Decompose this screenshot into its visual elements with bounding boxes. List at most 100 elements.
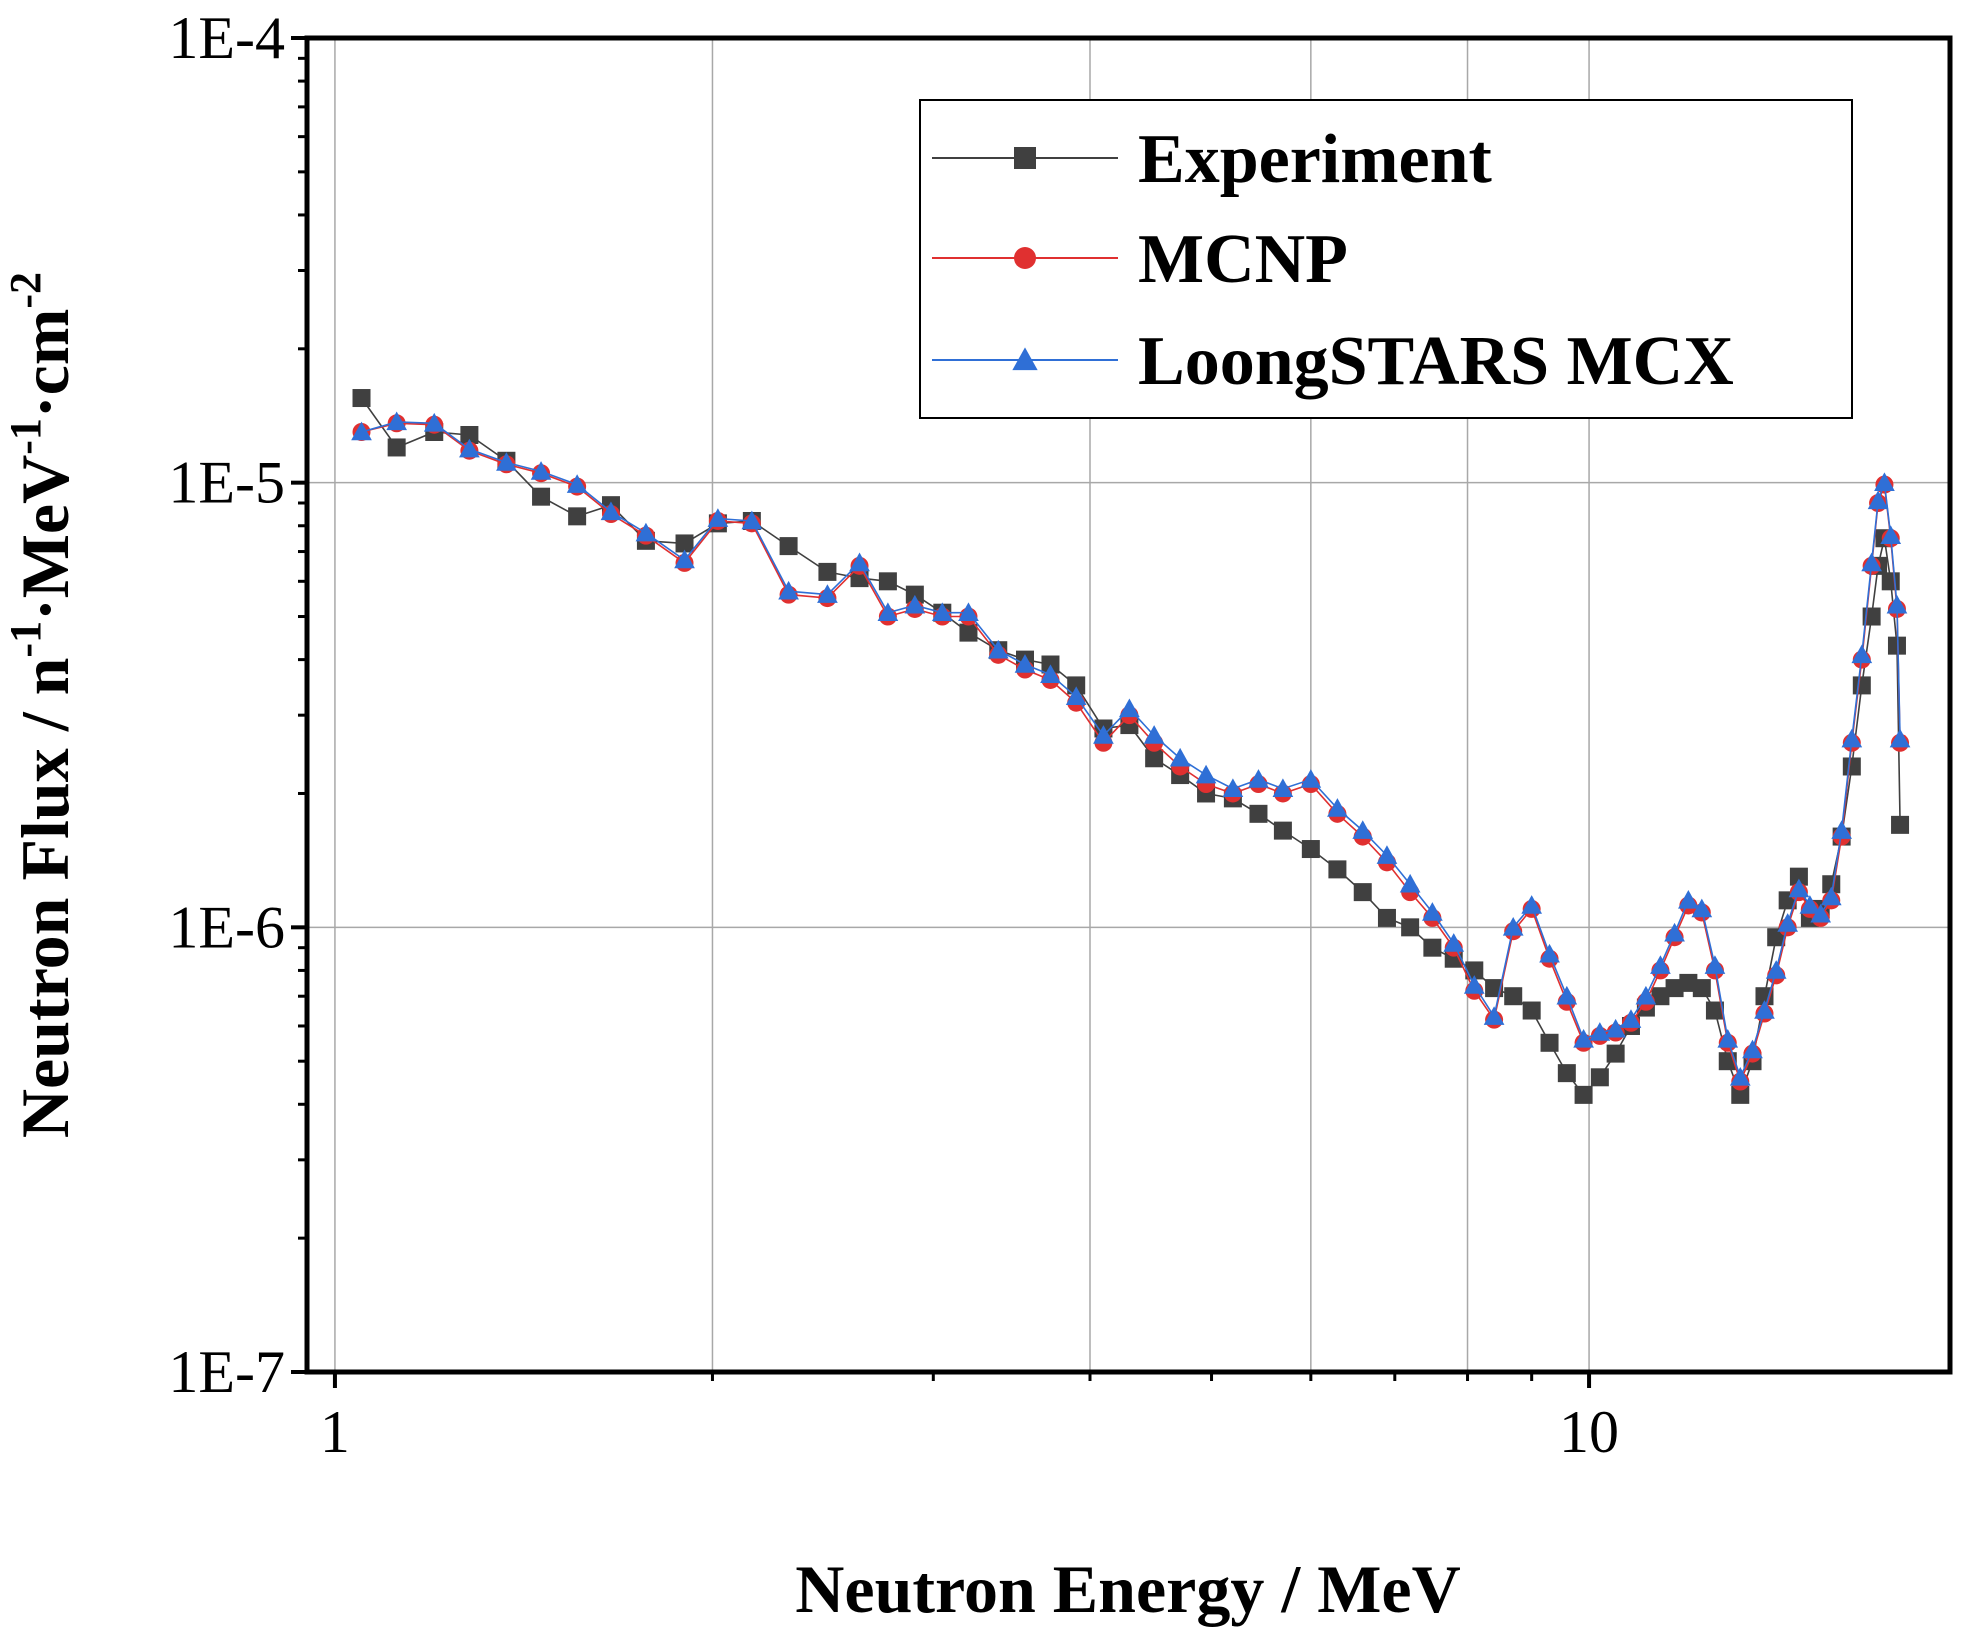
data-point-loongstars-mcx bbox=[1650, 955, 1671, 974]
data-point-experiment bbox=[1842, 757, 1861, 776]
data-point-loongstars-mcx bbox=[1841, 728, 1863, 748]
data-point-experiment bbox=[959, 623, 978, 642]
legend-label-experiment: Experiment bbox=[1138, 121, 1492, 198]
y-axis-title: Neutron Flux / n-1·MeV-1·cm-2 bbox=[1, 272, 83, 1138]
data-point-loongstars-mcx bbox=[1589, 1022, 1611, 1041]
plot-frame bbox=[304, 35, 1953, 1375]
data-point-experiment bbox=[1377, 908, 1396, 927]
data-point-loongstars-mcx bbox=[1539, 943, 1560, 963]
data-point-loongstars-mcx bbox=[1765, 960, 1787, 979]
data-point-loongstars-mcx bbox=[1463, 975, 1485, 994]
data-point-loongstars-mcx bbox=[1195, 764, 1217, 784]
data-point-loongstars-mcx bbox=[1169, 747, 1191, 767]
data-point-loongstars-mcx bbox=[1119, 698, 1140, 718]
x-tick-label: 10 bbox=[1559, 1399, 1619, 1465]
data-point-experiment bbox=[779, 537, 798, 556]
data-point-loongstars-mcx bbox=[877, 602, 899, 621]
y-tick-label: 1E-4 bbox=[168, 5, 285, 71]
y-tick-label: 1E-5 bbox=[168, 450, 285, 516]
data-point-experiment bbox=[1692, 979, 1711, 998]
data-point-loongstars-mcx bbox=[849, 552, 870, 572]
data-point-experiment bbox=[1273, 821, 1292, 840]
data-point-loongstars-mcx bbox=[1376, 845, 1398, 864]
data-point-loongstars-mcx bbox=[1742, 1039, 1763, 1059]
data-point-loongstars-mcx bbox=[530, 461, 552, 480]
data-point-experiment bbox=[878, 572, 897, 591]
data-point-loongstars-mcx bbox=[1521, 895, 1543, 914]
data-point-loongstars-mcx bbox=[778, 580, 799, 600]
series-experiment bbox=[352, 389, 1910, 1104]
data-series bbox=[351, 389, 1911, 1104]
data-point-experiment bbox=[1401, 918, 1420, 937]
y-axis-title-sup-2: -1 bbox=[1, 418, 50, 455]
legend-marker-mcnp bbox=[1014, 247, 1036, 269]
data-point-loongstars-mcx bbox=[1222, 778, 1244, 797]
data-point-loongstars-mcx bbox=[1799, 895, 1821, 914]
data-point-loongstars-mcx bbox=[1678, 889, 1699, 909]
y-axis-title-sup-3: -2 bbox=[1, 272, 50, 309]
data-point-loongstars-mcx bbox=[423, 412, 445, 432]
data-point-experiment bbox=[568, 507, 587, 526]
data-point-experiment bbox=[1067, 676, 1086, 695]
y-axis-title-prefix: Neutron Flux / n bbox=[7, 658, 83, 1138]
data-point-experiment bbox=[1887, 636, 1906, 655]
series-loongstars-mcx bbox=[351, 411, 1911, 1086]
y-axis-title-mid-2: ·cm bbox=[7, 309, 83, 419]
data-point-experiment bbox=[1504, 987, 1523, 1006]
legend-marker-experiment bbox=[1014, 147, 1036, 169]
data-point-loongstars-mcx bbox=[351, 421, 372, 441]
y-tick-label: 1E-6 bbox=[168, 894, 285, 960]
legend-entry-loongstars-mcx: LoongSTARS MCX bbox=[932, 323, 1734, 400]
data-point-experiment bbox=[532, 487, 551, 506]
data-point-loongstars-mcx bbox=[1886, 594, 1908, 614]
data-point-loongstars-mcx bbox=[1352, 820, 1374, 839]
data-point-loongstars-mcx bbox=[496, 452, 517, 471]
data-point-loongstars-mcx bbox=[987, 639, 1009, 659]
legend-label-mcnp: MCNP bbox=[1138, 221, 1348, 298]
data-point-loongstars-mcx bbox=[1691, 898, 1713, 918]
data-point-experiment bbox=[1590, 1068, 1609, 1087]
legend-label-loongstars-mcx: LoongSTARS MCX bbox=[1138, 323, 1734, 400]
axis-ticks: 1E-7 1E-6 1E-5 1E-4 1 10 bbox=[168, 5, 1619, 1465]
data-point-loongstars-mcx bbox=[1810, 903, 1832, 923]
data-point-experiment bbox=[905, 585, 924, 604]
data-point-experiment bbox=[1852, 676, 1871, 695]
data-point-loongstars-mcx bbox=[1093, 725, 1114, 744]
data-point-loongstars-mcx bbox=[1874, 472, 1895, 491]
data-point-loongstars-mcx bbox=[1664, 922, 1685, 942]
data-point-loongstars-mcx bbox=[1300, 769, 1322, 788]
data-point-experiment bbox=[1881, 572, 1900, 591]
data-point-loongstars-mcx bbox=[1502, 916, 1524, 936]
data-point-loongstars-mcx bbox=[1820, 886, 1842, 906]
data-point-loongstars-mcx bbox=[1704, 955, 1726, 974]
data-point-loongstars-mcx bbox=[1443, 933, 1465, 952]
data-point-experiment bbox=[1353, 883, 1372, 902]
data-point-loongstars-mcx bbox=[1788, 878, 1810, 898]
data-point-loongstars-mcx bbox=[931, 602, 953, 621]
data-point-experiment bbox=[1540, 1033, 1559, 1052]
data-point-loongstars-mcx bbox=[958, 602, 979, 621]
data-point-loongstars-mcx bbox=[1272, 778, 1294, 797]
data-point-loongstars-mcx bbox=[741, 510, 763, 530]
data-point-loongstars-mcx bbox=[1620, 1009, 1642, 1028]
data-point-experiment bbox=[352, 389, 371, 408]
data-point-loongstars-mcx bbox=[635, 522, 657, 542]
data-point-experiment bbox=[460, 425, 479, 444]
data-point-loongstars-mcx bbox=[904, 594, 926, 614]
data-point-loongstars-mcx bbox=[1889, 728, 1911, 748]
data-point-loongstars-mcx bbox=[1729, 1066, 1751, 1086]
data-point-experiment bbox=[1145, 749, 1164, 768]
data-point-loongstars-mcx bbox=[1556, 985, 1578, 1005]
data-point-loongstars-mcx bbox=[1880, 525, 1902, 544]
data-point-loongstars-mcx bbox=[1014, 654, 1036, 673]
data-point-loongstars-mcx bbox=[1399, 873, 1421, 893]
data-point-loongstars-mcx bbox=[1754, 1000, 1775, 1019]
data-point-loongstars-mcx bbox=[707, 508, 729, 527]
data-point-loongstars-mcx bbox=[1143, 725, 1165, 744]
data-point-loongstars-mcx bbox=[600, 501, 622, 521]
data-point-experiment bbox=[1665, 979, 1684, 998]
data-point-loongstars-mcx bbox=[1867, 490, 1889, 510]
legend-entry-mcnp: MCNP bbox=[932, 221, 1348, 298]
data-point-experiment bbox=[387, 438, 406, 457]
